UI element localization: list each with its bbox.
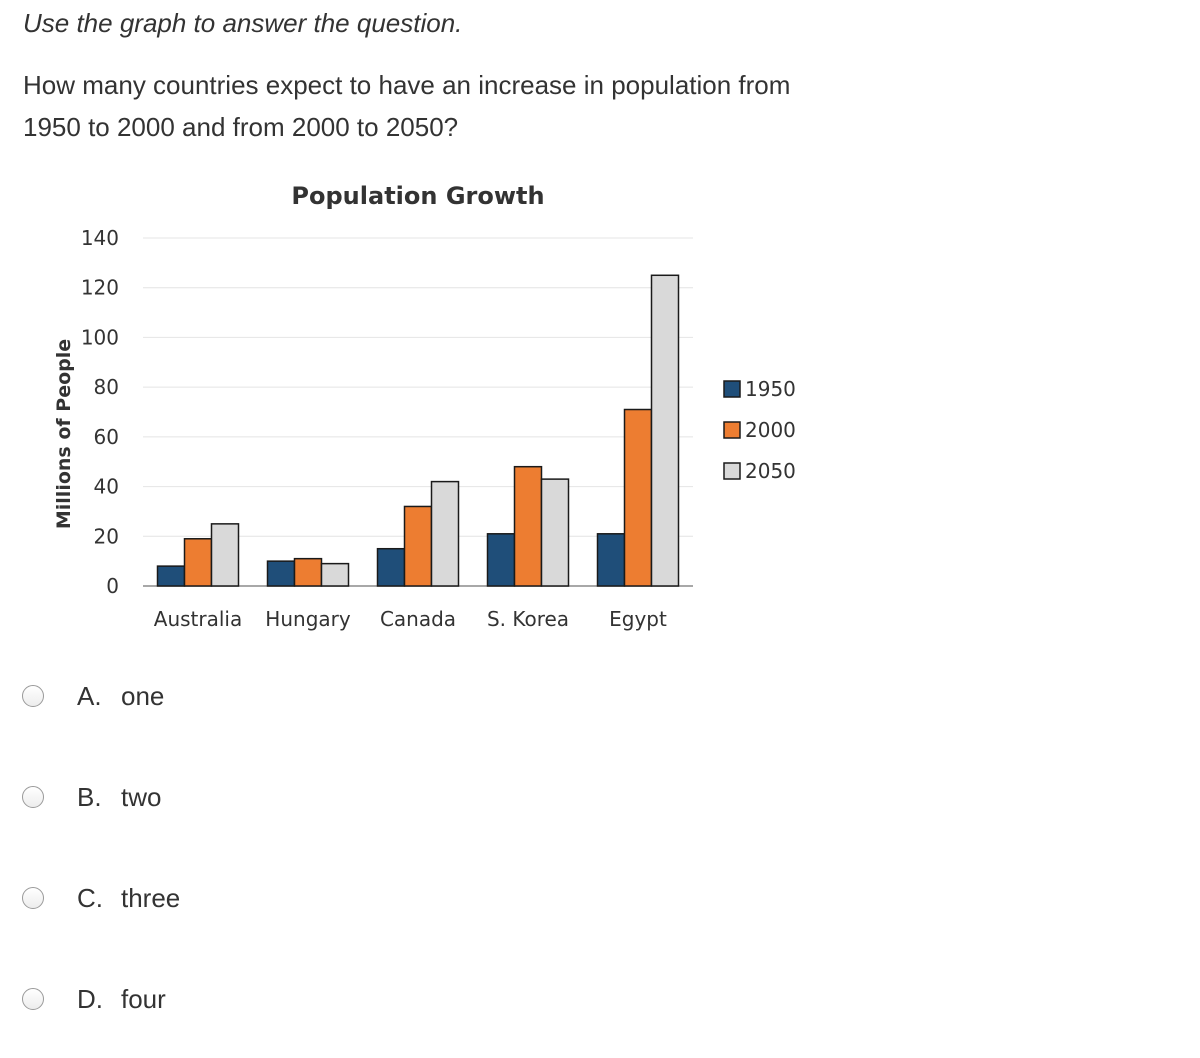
- bar-hungary-2050: [320, 562, 350, 587]
- option-a[interactable]: A. one: [22, 676, 164, 716]
- option-c-text: three: [121, 882, 181, 913]
- y-tick-label-140: 140: [81, 226, 119, 250]
- legend-label-2050: 2050: [745, 459, 796, 483]
- option-c[interactable]: C. three: [22, 878, 180, 918]
- legend-label-2000: 2000: [745, 418, 796, 442]
- x-tick-label-egypt: Egypt: [609, 607, 667, 631]
- bar-egypt-2050: [650, 274, 680, 587]
- x-tick-label-canada: Canada: [380, 607, 456, 631]
- option-b-letter: B.: [77, 781, 102, 812]
- legend-swatch-2050: [723, 462, 741, 480]
- x-tick-label-australia: Australia: [154, 607, 242, 631]
- bar-australia-2000: [183, 538, 213, 587]
- radio-button-c[interactable]: [22, 887, 44, 909]
- bar-canada-2050: [430, 480, 460, 587]
- y-tick-label-100: 100: [81, 325, 119, 349]
- bar-hungary-2000: [293, 557, 323, 587]
- legend-label-1950: 1950: [745, 377, 796, 401]
- radio-button-d[interactable]: [22, 988, 44, 1010]
- option-a-text: one: [121, 680, 165, 711]
- y-tick-label-120: 120: [81, 276, 119, 300]
- bar-egypt-1950: [596, 533, 626, 587]
- bar-australia-2050: [210, 523, 240, 587]
- instruction-text: Use the graph to answer the question.: [23, 8, 463, 38]
- y-tick-label-80: 80: [94, 375, 119, 399]
- option-b[interactable]: B. two: [22, 777, 161, 817]
- x-tick-label-s-korea: S. Korea: [487, 607, 569, 631]
- bar-hungary-1950: [266, 560, 296, 587]
- bar-s-korea-1950: [486, 533, 516, 587]
- y-axis-label: Millions of People: [53, 339, 75, 529]
- bar-australia-1950: [156, 565, 186, 587]
- legend-swatch-1950: [723, 380, 741, 398]
- y-tick-label-0: 0: [106, 574, 119, 598]
- population-growth-chart: Population Growth Millions of People 0 20 40…: [0, 170, 820, 650]
- y-tick-label-40: 40: [94, 475, 119, 499]
- y-tick-label-20: 20: [94, 524, 119, 548]
- option-d-letter: D.: [77, 983, 103, 1014]
- question-text: How many countries expect to have an inc…: [23, 70, 791, 142]
- option-d-text: four: [121, 983, 166, 1014]
- option-c-letter: C.: [77, 882, 103, 913]
- radio-button-a[interactable]: [22, 685, 44, 707]
- chart-title: Population Growth: [291, 182, 544, 210]
- radio-button-b[interactable]: [22, 786, 44, 808]
- bar-s-korea-2000: [513, 465, 543, 587]
- option-d[interactable]: D. four: [22, 979, 166, 1019]
- y-tick-label-60: 60: [94, 425, 119, 449]
- bar-s-korea-2050: [540, 478, 570, 587]
- x-tick-label-hungary: Hungary: [265, 607, 351, 631]
- option-b-text: two: [121, 781, 162, 812]
- legend-swatch-2000: [723, 421, 741, 439]
- bar-egypt-2000: [623, 408, 653, 587]
- chart-svg: Population Growth Millions of People 0 20 40…: [53, 182, 796, 631]
- bar-canada-1950: [376, 547, 406, 587]
- option-a-letter: A.: [77, 680, 102, 711]
- bar-canada-2000: [403, 505, 433, 587]
